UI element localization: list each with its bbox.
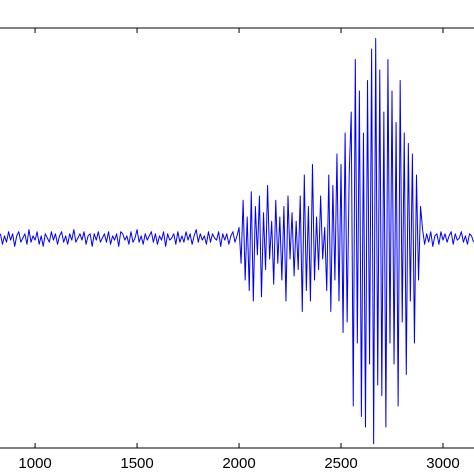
x-tick-label: 2500 xyxy=(324,455,357,472)
x-tick-label: 2000 xyxy=(222,455,255,472)
data-line xyxy=(0,38,474,445)
x-tick-label: 1000 xyxy=(18,455,51,472)
x-tick-label: 3000 xyxy=(426,455,459,472)
x-tick-label: 1500 xyxy=(120,455,153,472)
